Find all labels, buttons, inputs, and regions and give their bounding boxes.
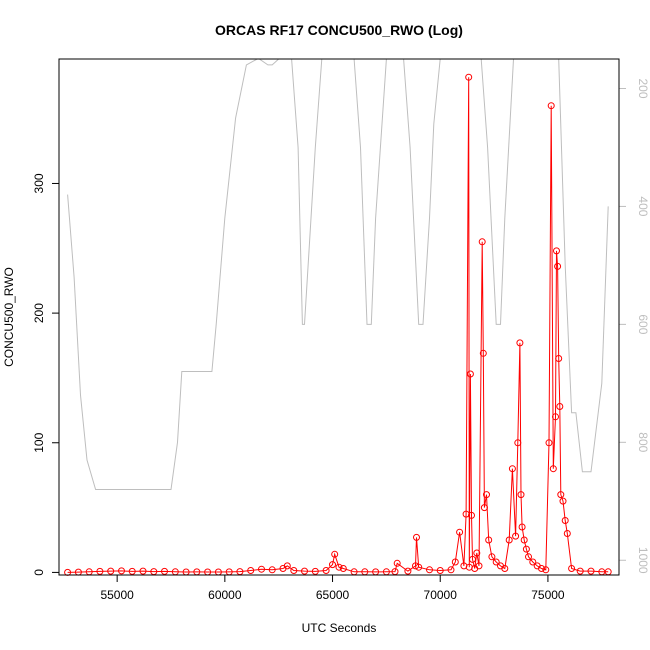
data-point bbox=[542, 566, 550, 574]
data-point bbox=[475, 562, 483, 570]
data-point bbox=[480, 504, 488, 512]
data-point bbox=[483, 491, 490, 499]
y2-tick-label: 600 bbox=[636, 314, 650, 334]
data-point bbox=[413, 533, 420, 541]
data-point bbox=[518, 523, 526, 531]
y2-tick-label: 1000 bbox=[636, 547, 650, 574]
data-point bbox=[161, 567, 168, 575]
plot-frame bbox=[58, 58, 620, 576]
y2-tick-label: 400 bbox=[636, 196, 650, 216]
data-point bbox=[556, 403, 564, 410]
data-point bbox=[514, 439, 522, 447]
data-point bbox=[554, 262, 562, 270]
secondary-series-line bbox=[67, 58, 609, 490]
data-point bbox=[465, 73, 473, 81]
data-point bbox=[479, 349, 487, 357]
data-point bbox=[301, 567, 308, 575]
data-point bbox=[576, 567, 584, 575]
data-point bbox=[404, 567, 412, 575]
data-point bbox=[415, 563, 423, 571]
data-point bbox=[529, 558, 537, 566]
x-tick-label: 65000 bbox=[316, 588, 350, 602]
data-point bbox=[329, 561, 336, 569]
x-tick-label: 60000 bbox=[208, 588, 242, 602]
axes-group: 55000 60000 65000 70000 75000 0 100 200 300 200 40… bbox=[32, 78, 650, 602]
data-point bbox=[538, 565, 545, 572]
data-point bbox=[545, 439, 553, 447]
data-point bbox=[549, 465, 557, 473]
data-point bbox=[290, 567, 298, 574]
data-point bbox=[520, 536, 528, 544]
x-tick-label: 70000 bbox=[424, 588, 458, 602]
data-point bbox=[283, 562, 291, 570]
data-point bbox=[139, 567, 147, 575]
data-point bbox=[505, 536, 513, 544]
data-point bbox=[268, 566, 276, 574]
data-point bbox=[311, 567, 319, 575]
data-point bbox=[508, 465, 516, 473]
data-point bbox=[473, 549, 481, 557]
y-tick-label: 300 bbox=[32, 173, 46, 193]
data-point bbox=[436, 567, 444, 574]
data-point bbox=[552, 413, 559, 421]
data-point bbox=[492, 558, 500, 566]
data-point bbox=[456, 528, 464, 536]
data-point bbox=[335, 563, 343, 571]
data-point bbox=[525, 553, 532, 561]
data-point bbox=[118, 567, 125, 575]
data-point bbox=[469, 555, 476, 563]
primary-series-group bbox=[64, 73, 612, 576]
x-tick-label: 75000 bbox=[531, 588, 565, 602]
data-point bbox=[96, 567, 104, 575]
data-point bbox=[516, 339, 524, 347]
data-point bbox=[331, 550, 339, 558]
data-point bbox=[512, 532, 520, 540]
data-point bbox=[517, 491, 525, 499]
primary-series-line bbox=[67, 77, 609, 573]
data-point bbox=[488, 553, 496, 561]
data-point bbox=[247, 567, 255, 574]
data-point bbox=[426, 566, 433, 574]
data-point bbox=[568, 565, 576, 572]
data-point bbox=[258, 565, 265, 573]
data-point bbox=[322, 567, 330, 574]
y2-tick-label: 200 bbox=[636, 78, 650, 98]
data-point bbox=[557, 491, 565, 499]
data-point bbox=[563, 530, 571, 537]
data-point bbox=[478, 238, 486, 246]
chart-title: ORCAS RF17 CONCU500_RWO (Log) bbox=[215, 22, 463, 38]
x-tick-label: 55000 bbox=[100, 588, 134, 602]
data-point bbox=[587, 567, 595, 575]
y-tick-label: 100 bbox=[32, 432, 46, 452]
data-point bbox=[339, 565, 347, 572]
data-point bbox=[553, 247, 560, 255]
data-point bbox=[485, 536, 493, 544]
data-point bbox=[393, 559, 401, 567]
x-axis-label: UTC Seconds bbox=[302, 621, 377, 635]
y-tick-label: 0 bbox=[32, 569, 46, 576]
data-point bbox=[128, 567, 136, 575]
y-tick-label: 200 bbox=[32, 303, 46, 323]
y2-tick-label: 800 bbox=[636, 432, 650, 452]
data-point bbox=[412, 562, 419, 570]
data-point bbox=[501, 565, 509, 572]
secondary-series-group bbox=[67, 58, 609, 490]
data-point bbox=[547, 102, 555, 110]
data-point bbox=[447, 566, 455, 574]
data-point bbox=[555, 355, 563, 362]
data-point bbox=[451, 558, 459, 566]
data-point bbox=[107, 567, 115, 575]
y-axis-label: CONCU500_RWO bbox=[2, 267, 16, 367]
data-point bbox=[522, 545, 530, 553]
data-point bbox=[468, 511, 475, 519]
data-point bbox=[466, 370, 474, 378]
data-point bbox=[561, 517, 569, 524]
data-point bbox=[559, 497, 567, 505]
